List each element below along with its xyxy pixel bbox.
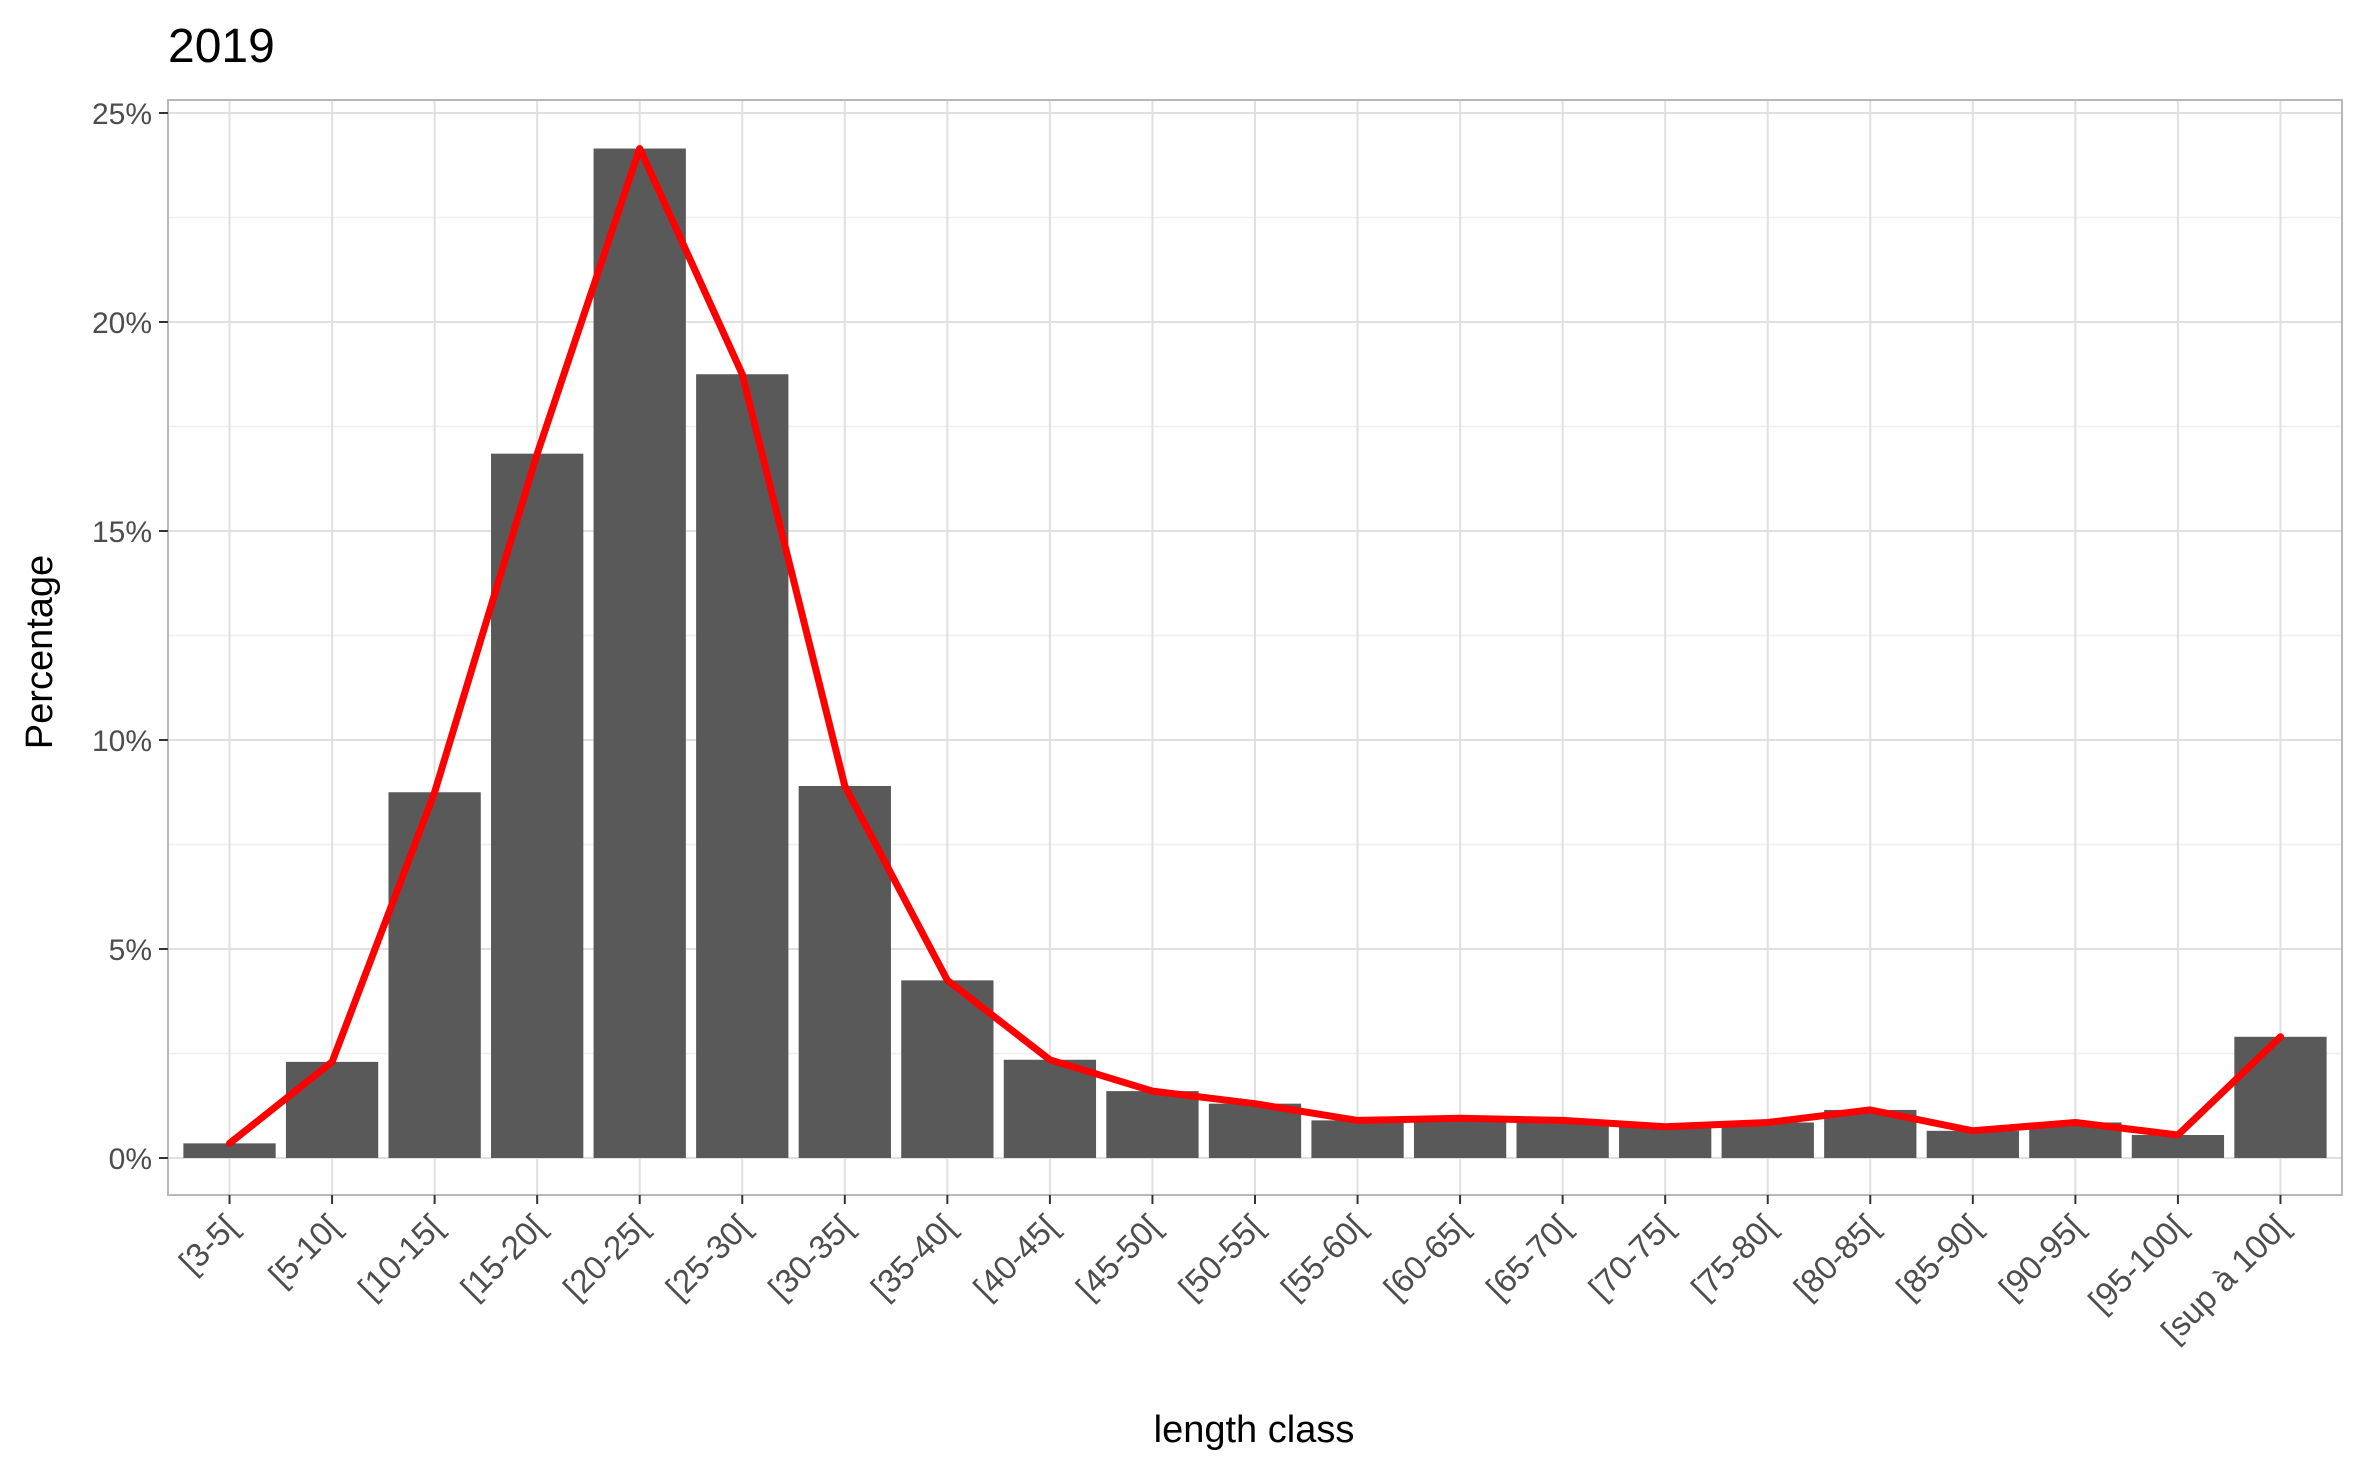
bar [491,453,584,1158]
x-tick-label: [75-80[ [1684,1208,1783,1307]
x-tick-label: [55-60[ [1274,1208,1373,1307]
bar [183,1143,276,1158]
x-tick-label: [45-50[ [1069,1208,1168,1307]
y-tick-label: 20% [92,307,152,340]
x-tick-label: [15-20[ [453,1208,552,1307]
y-tick-label: 0% [109,1143,152,1176]
x-tick-label: [30-35[ [761,1208,860,1307]
bar [1003,1059,1097,1158]
x-tick-label: [50-55[ [1171,1208,1270,1307]
bar [1721,1122,1814,1158]
x-tick-label: [20-25[ [556,1208,655,1307]
bar [1106,1091,1199,1158]
x-tick-label: [80-85[ [1786,1208,1885,1307]
x-tick-label: [90-95[ [1992,1208,2091,1307]
x-tick-label: [60-65[ [1376,1208,1475,1307]
bar [2234,1036,2327,1158]
y-axis: 0% 5% 10% 15% 20% 25% [92,98,168,1176]
bar [2131,1135,2225,1158]
bars [183,148,2327,1158]
bar [593,148,686,1158]
x-tick-label: [65-70[ [1479,1208,1578,1307]
bar [1413,1118,1507,1158]
x-axis-title: length class [1154,1409,1355,1451]
x-tick-label: [3-5[ [172,1208,245,1281]
x-tick-label: [25-30[ [658,1208,757,1307]
y-tick-label: 5% [109,934,152,967]
bar [1926,1130,2019,1158]
x-tick-label: [10-15[ [351,1208,450,1307]
y-tick-label: 15% [92,516,152,549]
x-tick-label: [85-90[ [1889,1208,1988,1307]
bar [285,1061,379,1158]
bar [1619,1126,1712,1158]
series-line [226,145,2284,1147]
bar [1311,1120,1404,1158]
x-tick-label: [40-45[ [966,1208,1065,1307]
y-axis-title: Percentage [19,555,61,749]
x-tick-label: [35-40[ [863,1208,962,1307]
y-tick-label: 10% [92,725,152,758]
x-axis: [3-5[[5-10[[10-15[[15-20[[20-25[[25-30[[… [172,1195,2295,1349]
bar [1516,1120,1609,1158]
bar [1208,1103,1302,1158]
bar [901,980,994,1158]
y-tick-label: 25% [92,98,152,131]
x-tick-label: [70-75[ [1581,1208,1680,1307]
series-line-layer [226,145,2284,1147]
bar [388,792,481,1158]
x-tick-label: [5-10[ [261,1208,347,1294]
chart-title: 2019 [168,20,275,73]
